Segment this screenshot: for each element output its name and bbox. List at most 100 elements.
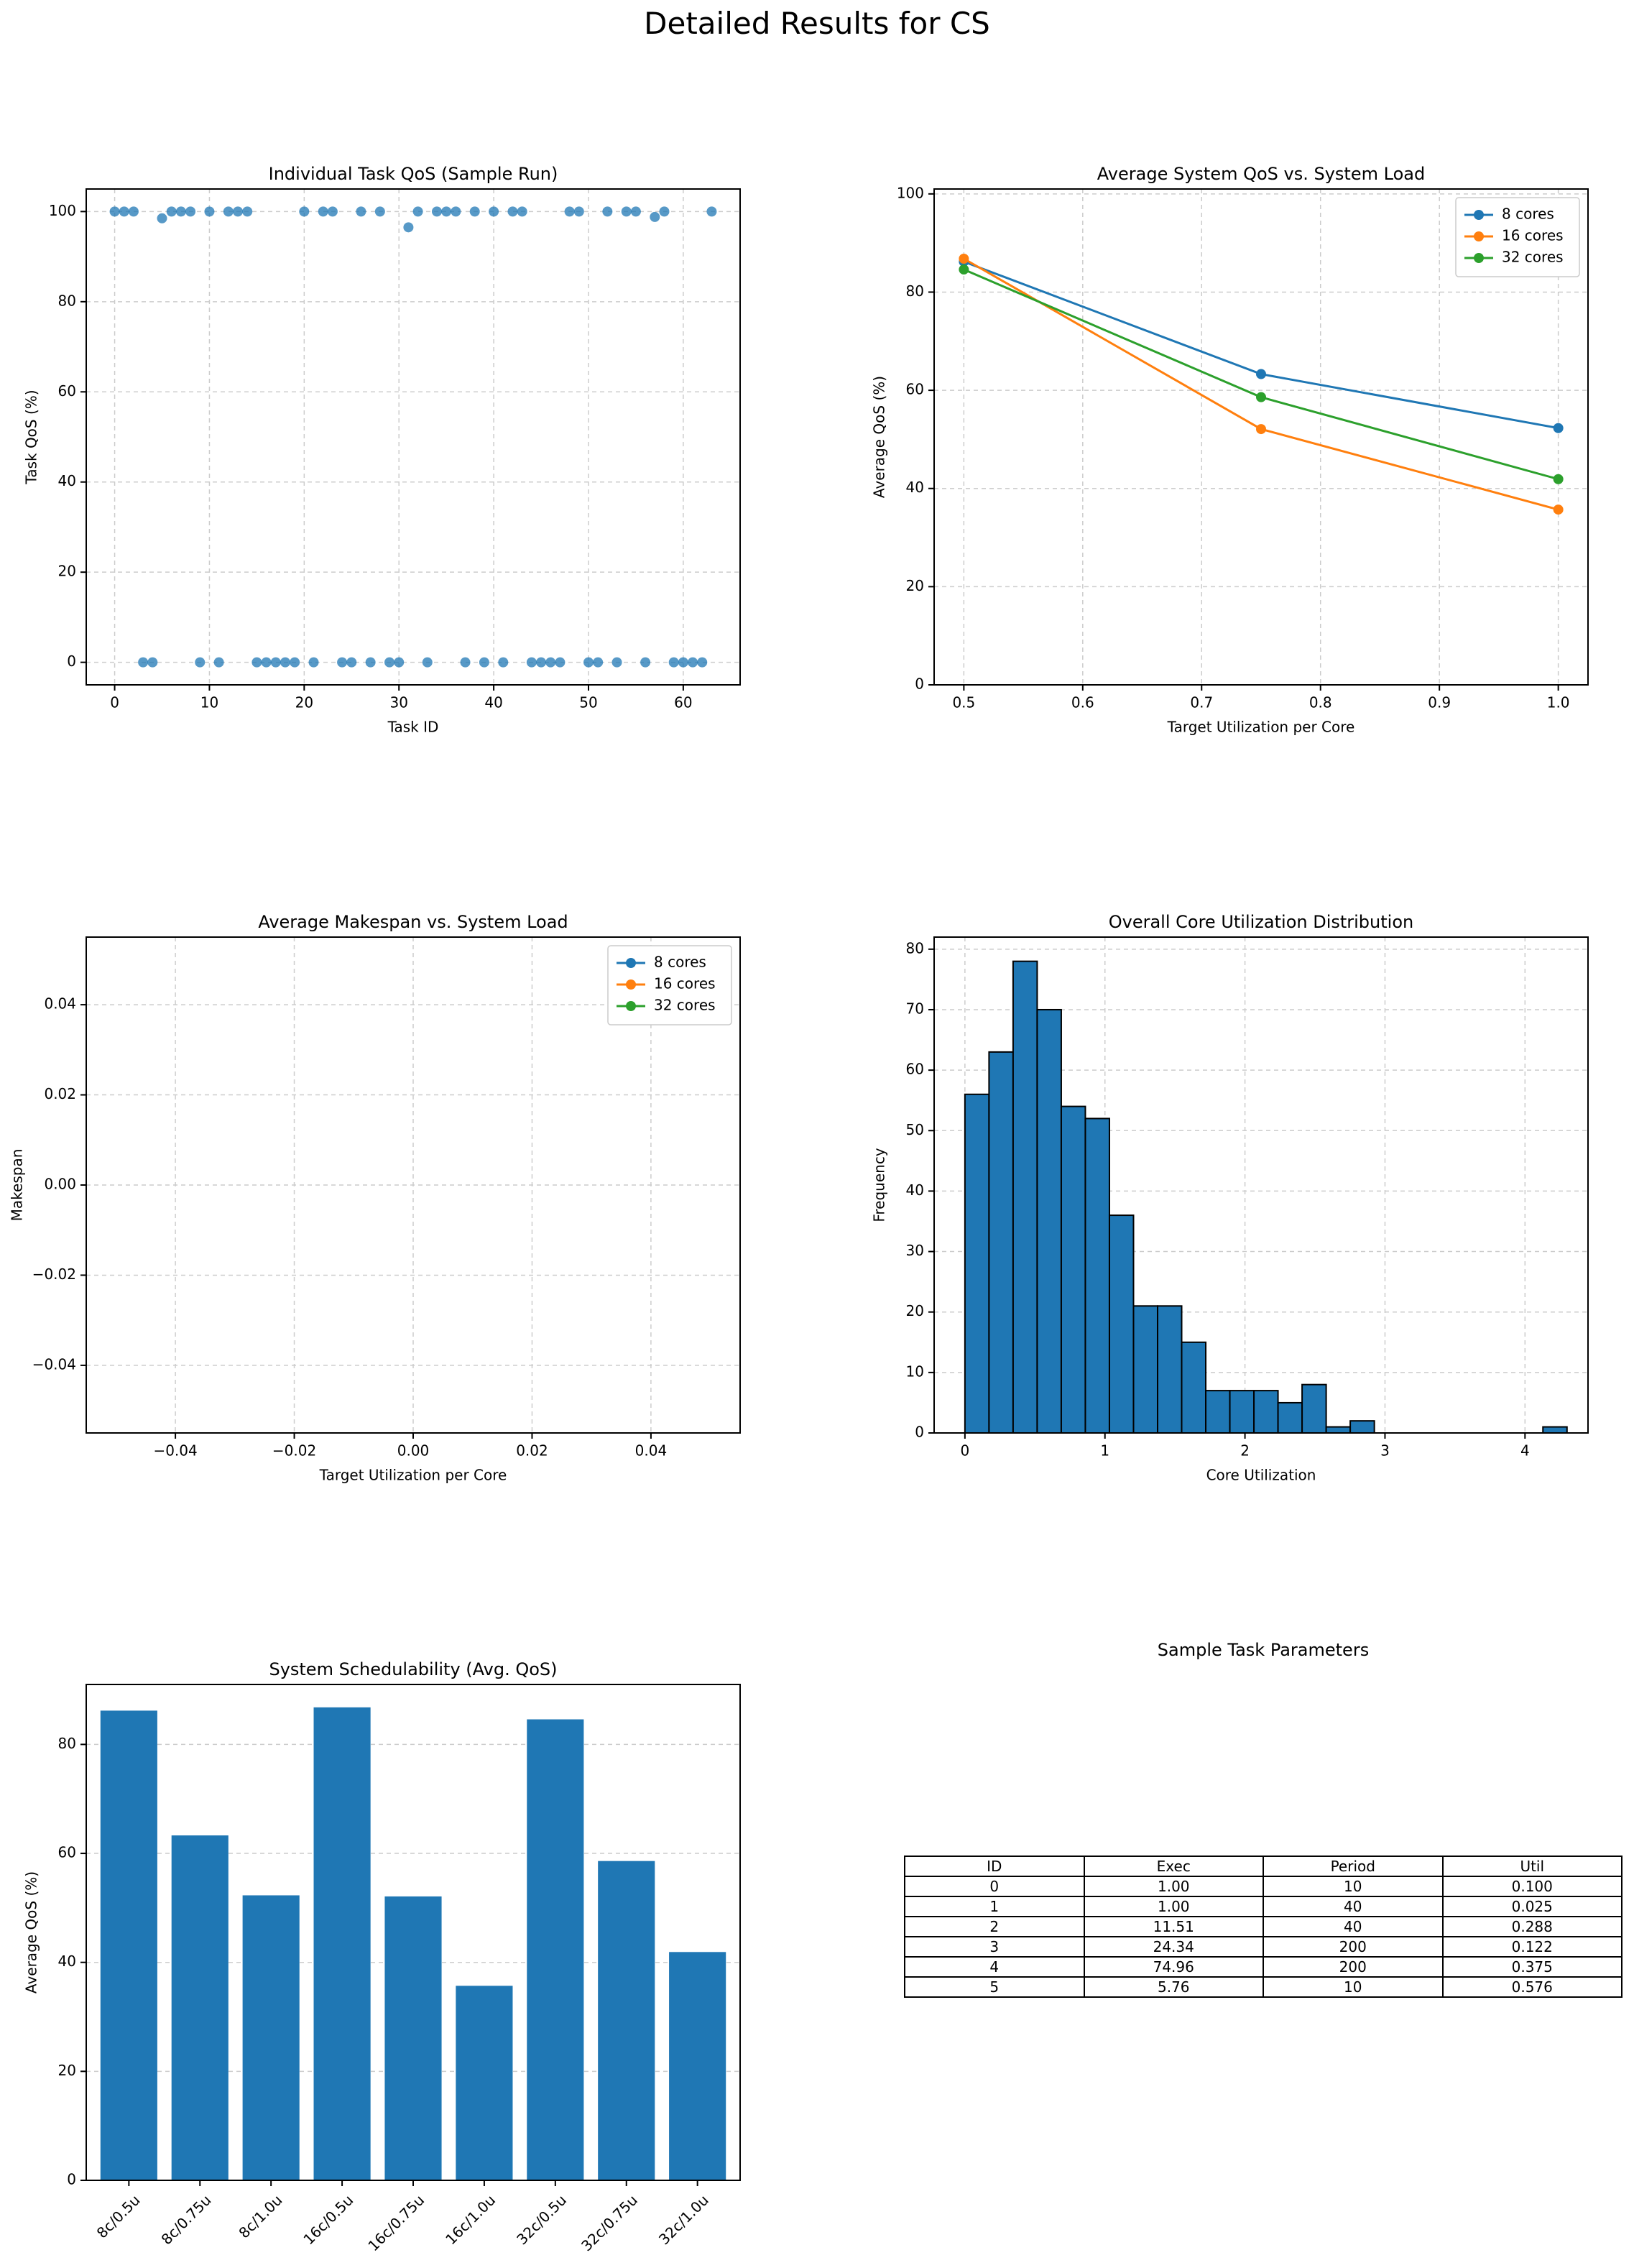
core-util-bar (1205, 1390, 1231, 1434)
core-util-bar (988, 1051, 1014, 1434)
avg-qos-x-tick-label: 0.8 (1309, 694, 1332, 711)
avg-qos-point (1553, 504, 1564, 515)
avg-qos-legend-marker (1474, 253, 1484, 263)
task-qos-point (650, 211, 660, 222)
table-row: 1 1.00 40 0.025 (904, 1896, 1623, 1917)
task-qos-point (479, 657, 489, 668)
avg-qos-y-tick-label: 100 (897, 184, 924, 201)
task-qos-point (185, 206, 196, 217)
task-qos-x-tick-label: 20 (295, 694, 313, 711)
core-util-bar (1349, 1420, 1375, 1434)
task-qos-point (308, 657, 319, 668)
task-qos-point (498, 657, 509, 668)
task-qos-point (602, 206, 613, 217)
avg-qos-point (959, 254, 969, 264)
table-header-cell: Period (1263, 1856, 1444, 1877)
avg-qos-point (1553, 474, 1564, 484)
task-qos-point (290, 657, 300, 668)
core-util-bar (1542, 1426, 1568, 1434)
task-qos-point (365, 657, 376, 668)
avg-qos-y-tick-label: 60 (906, 381, 924, 398)
sched-title: System Schedulability (Avg. QoS) (269, 1659, 557, 1679)
avg-qos-point (1256, 392, 1266, 402)
task-qos-point (394, 657, 405, 668)
task-qos-y-tick-label: 80 (58, 292, 76, 309)
task-qos-point (611, 657, 622, 668)
makespan-x-tick-label: −0.02 (272, 1442, 316, 1460)
table-cell: 0.100 (1441, 1876, 1623, 1897)
task-qos-y-tick-label: 60 (58, 382, 76, 400)
table-cell: 74.96 (1083, 1956, 1264, 1978)
core-util-bar (1277, 1401, 1303, 1434)
avg-qos-x-tick-label: 1.0 (1547, 694, 1570, 711)
core-util-bar (1156, 1305, 1183, 1434)
task-qos-point (175, 206, 186, 217)
task-qos-point (583, 657, 594, 668)
table-cell: 10 (1263, 1876, 1444, 1897)
task-qos-point (678, 657, 688, 668)
core-util-bar (1325, 1426, 1352, 1434)
table-row: 3 24.34 200 0.122 (904, 1936, 1623, 1958)
table-cell: 10 (1263, 1976, 1444, 1998)
task-qos-x-tick-label: 0 (110, 694, 119, 711)
task-qos-point (526, 657, 537, 668)
task-qos-point (403, 222, 414, 233)
table-row: 2 11.51 40 0.288 (904, 1916, 1623, 1937)
avg-qos-legend-label: 8 cores (1502, 206, 1554, 223)
sched-bar (171, 1835, 229, 2180)
avg-qos-y-label: Average QoS (%) (871, 376, 888, 498)
task-qos-y-tick-label: 20 (58, 563, 76, 580)
task-qos-point (441, 206, 452, 217)
table-cell: 0.288 (1441, 1916, 1623, 1937)
core-util-bar (1181, 1341, 1207, 1434)
task-qos-point (318, 206, 328, 217)
makespan-x-tick-label: 0.04 (635, 1442, 668, 1460)
table-row: 4 74.96 200 0.375 (904, 1956, 1623, 1978)
core-util-y-tick-label: 70 (906, 1000, 924, 1017)
core-util-y-tick-label: 10 (906, 1363, 924, 1380)
makespan-legend-marker (626, 1001, 636, 1011)
core-util-bar (1012, 960, 1038, 1434)
core-util-bar (1108, 1214, 1135, 1434)
table-cell: 0.576 (1441, 1976, 1623, 1998)
table-cell: 0.025 (1441, 1896, 1623, 1917)
makespan-legend-marker (626, 958, 636, 968)
sched-y-tick-label: 40 (58, 1953, 76, 1970)
core-util-y-tick-label: 0 (915, 1424, 924, 1441)
avg-qos-legend-marker (1474, 231, 1484, 241)
table-cell: 1 (904, 1896, 1085, 1917)
avg-qos-legend-label: 16 cores (1502, 227, 1564, 244)
sched-bar (456, 1986, 513, 2180)
core-util-x-tick-label: 1 (1100, 1442, 1109, 1460)
core-util-bar (964, 1093, 990, 1434)
avg-qos-axes-frame (933, 188, 1589, 686)
sched-x-tick-label: 16c/0.5u (300, 2191, 356, 2248)
task-qos-point (384, 657, 395, 668)
task-qos-point (280, 657, 290, 668)
task-qos-point (706, 206, 717, 217)
sched-bar (384, 1896, 442, 2180)
table-cell: 0.375 (1441, 1956, 1623, 1978)
core-util-y-tick-label: 80 (906, 939, 924, 956)
avg-qos-y-tick-label: 20 (906, 577, 924, 594)
task-qos-point (251, 657, 262, 668)
makespan-legend-label: 8 cores (654, 954, 706, 971)
core-util-bar (1036, 1008, 1062, 1434)
task-qos-point (640, 657, 651, 668)
makespan-legend-marker (626, 979, 636, 990)
task-qos-point (270, 657, 281, 668)
avg-qos-y-tick-label: 80 (906, 282, 924, 300)
table-cell: 11.51 (1083, 1916, 1264, 1937)
task-qos-x-label: Task ID (387, 719, 439, 736)
task-qos-x-tick-label: 60 (674, 694, 692, 711)
task-qos-point (157, 213, 167, 223)
task-qos-point (223, 206, 234, 217)
table-cell: 3 (904, 1936, 1085, 1958)
task-qos-point (412, 206, 423, 217)
task-qos-point (242, 206, 253, 217)
sched-x-tick-label: 32c/0.75u (578, 2191, 641, 2254)
avg-qos-x-label: Target Utilization per Core (1167, 719, 1355, 736)
avg-qos-x-tick-label: 0.6 (1071, 694, 1094, 711)
task-qos-point (109, 206, 120, 217)
